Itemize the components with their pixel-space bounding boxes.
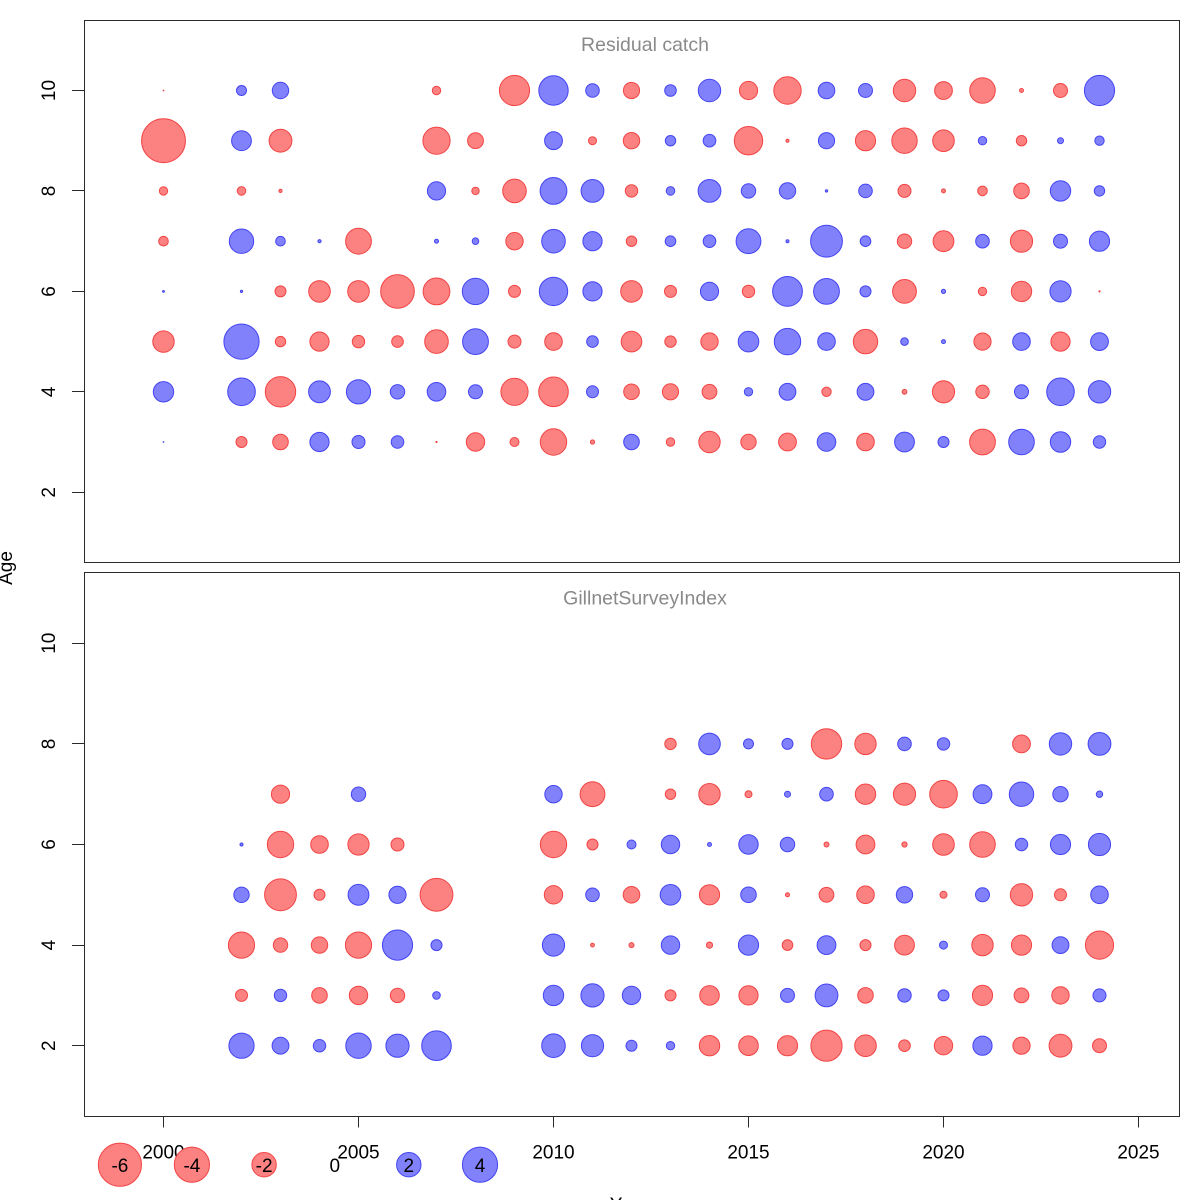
- svg-text:10: 10: [39, 633, 60, 654]
- svg-text:4: 4: [39, 386, 60, 397]
- svg-text:8: 8: [39, 186, 60, 197]
- svg-text:10: 10: [39, 80, 60, 101]
- svg-text:8: 8: [39, 739, 60, 750]
- svg-text:2: 2: [39, 487, 60, 498]
- svg-text:Year: Year: [610, 1195, 649, 1200]
- svg-text:6: 6: [39, 839, 60, 850]
- svg-text:4: 4: [475, 1156, 486, 1177]
- svg-text:2020: 2020: [922, 1142, 964, 1163]
- svg-text:2010: 2010: [532, 1142, 574, 1163]
- svg-text:GillnetSurveyIndex: GillnetSurveyIndex: [563, 587, 727, 609]
- svg-text:2015: 2015: [727, 1142, 769, 1163]
- svg-text:-4: -4: [183, 1156, 200, 1177]
- svg-text:4: 4: [39, 939, 60, 950]
- svg-text:2000: 2000: [142, 1142, 184, 1163]
- svg-text:2025: 2025: [1117, 1142, 1159, 1163]
- svg-text:Residual catch: Residual catch: [581, 34, 709, 56]
- svg-text:2: 2: [39, 1040, 60, 1051]
- svg-text:-2: -2: [256, 1156, 273, 1177]
- svg-text:0: 0: [330, 1156, 341, 1177]
- svg-text:2: 2: [404, 1156, 415, 1177]
- svg-text:2005: 2005: [337, 1142, 379, 1163]
- svg-text:-6: -6: [111, 1156, 128, 1177]
- svg-text:6: 6: [39, 286, 60, 297]
- svg-text:Age: Age: [0, 551, 17, 585]
